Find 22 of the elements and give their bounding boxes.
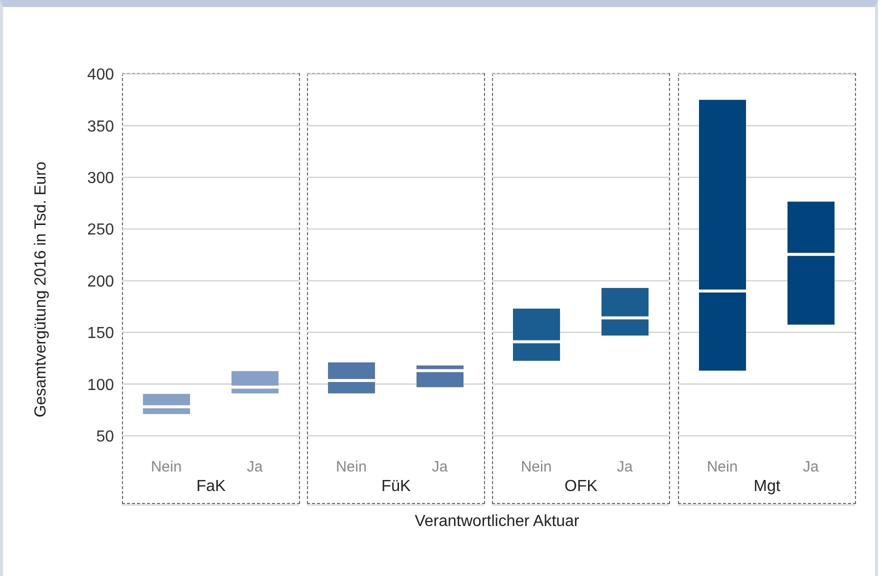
x-tick-label: Nein	[336, 458, 367, 476]
y-tick-label: 50	[96, 428, 114, 446]
y-tick-label: 300	[87, 170, 114, 188]
y-tick-label: 200	[87, 273, 114, 290]
x-tick-label: Nein	[706, 458, 738, 476]
text: OFK	[564, 478, 598, 496]
text: FüK	[380, 478, 412, 496]
x-tick-label: Nein	[520, 458, 552, 476]
y-tick-label: 150	[87, 325, 114, 342]
y-tick-label: 250	[87, 222, 114, 239]
x-tick-label: Nein	[150, 458, 182, 476]
x-axis-title: Verantwortlicher Aktuar	[414, 513, 580, 531]
text: Mgt	[752, 478, 782, 496]
y-tick-label: 350	[87, 118, 114, 136]
y-tick-label: 400	[87, 66, 114, 84]
y-axis-title: Gesamtvergütung 2016 in Tsd. Euro	[32, 161, 50, 418]
y-tick-label: 100	[87, 376, 114, 394]
x-tick-label: Ja	[802, 458, 820, 476]
x-tick-label: Ja	[432, 458, 448, 476]
text: FaK	[195, 478, 227, 496]
x-tick-label: Ja	[616, 458, 634, 476]
x-tick-label: Ja	[246, 458, 264, 476]
